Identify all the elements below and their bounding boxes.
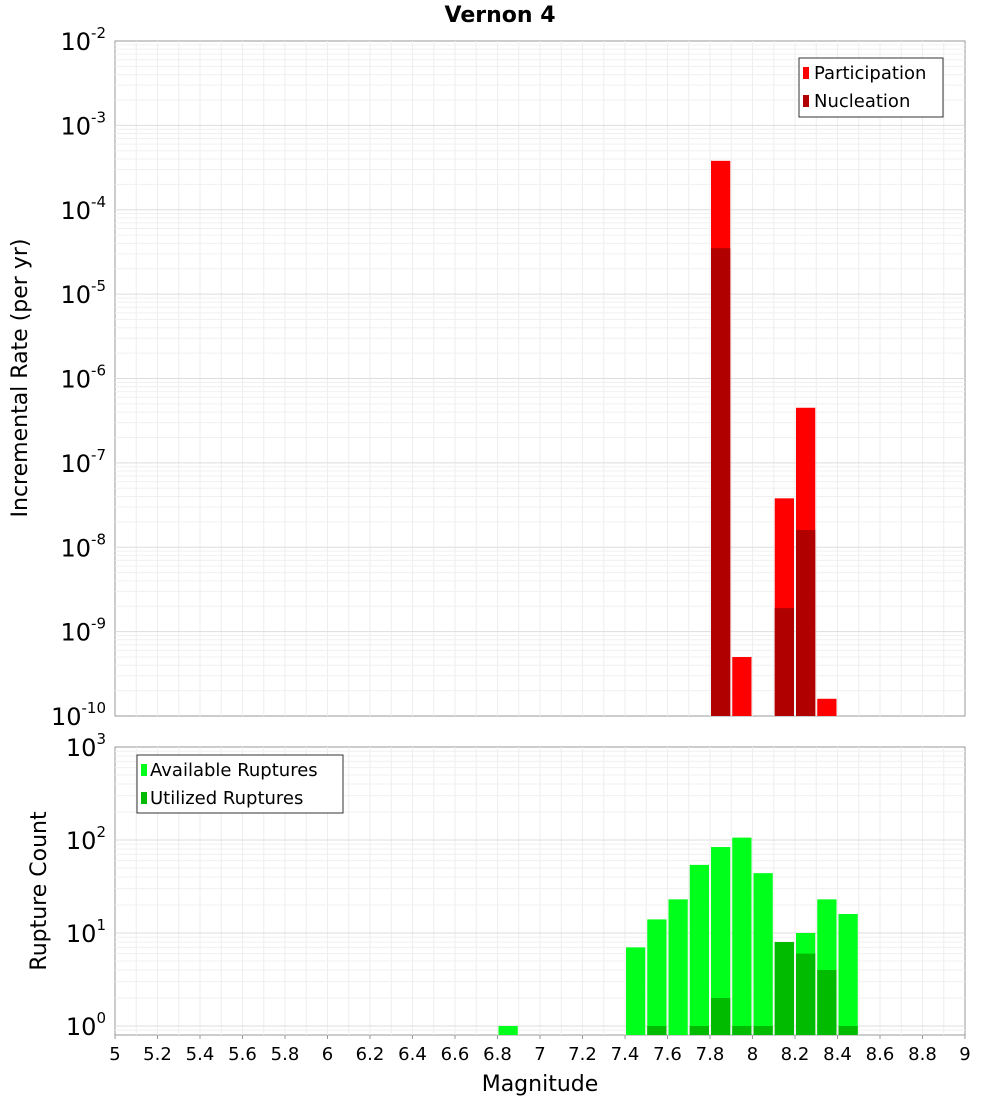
legend-label-available: Available Ruptures xyxy=(150,760,318,781)
x-tick-label: 6.2 xyxy=(356,1044,385,1065)
y-tick-label: 103 xyxy=(66,730,106,762)
bottom-bars xyxy=(498,837,858,1035)
bar-available-ruptures xyxy=(647,919,667,1035)
y-tick-label: 10-5 xyxy=(60,277,106,309)
top-legend-box xyxy=(798,57,944,118)
y-tick-label: 10-4 xyxy=(60,193,106,225)
y-tick-label: 10-3 xyxy=(60,108,106,140)
bar-available-ruptures xyxy=(838,914,858,1035)
x-tick-label: 5.6 xyxy=(228,1044,257,1065)
legend-swatch-utilized xyxy=(141,792,147,804)
bar-utilized-ruptures xyxy=(796,953,816,1035)
x-tick-label: 8.8 xyxy=(908,1044,937,1065)
bar-available-ruptures xyxy=(626,947,646,1035)
x-tick-label: 6.6 xyxy=(441,1044,470,1065)
y-tick-label: 100 xyxy=(66,1009,106,1041)
x-tick-label: 6 xyxy=(322,1044,333,1065)
bar-utilized-ruptures xyxy=(711,997,731,1035)
x-tick-label: 7.4 xyxy=(611,1044,640,1065)
x-tick-label: 5.4 xyxy=(186,1044,215,1065)
bottom-y-axis-label: Rupture Count xyxy=(27,811,52,971)
y-tick-label: 101 xyxy=(66,916,106,948)
y-tick-label: 10-2 xyxy=(60,24,106,56)
bar-utilized-ruptures xyxy=(732,1025,752,1035)
legend-label-utilized: Utilized Ruptures xyxy=(150,788,303,809)
bar-available-ruptures xyxy=(732,837,752,1035)
legend-swatch-participation xyxy=(803,67,809,79)
bar-available-ruptures xyxy=(689,864,709,1035)
x-tick-label: 8.6 xyxy=(866,1044,895,1065)
bottom-panel: 103 102 101 100 5 5.2 5.4 5.6 5.8 6 6.2 6.4 6.6 6.8 7… xyxy=(27,730,971,1097)
bar-utilized-ruptures xyxy=(647,1025,667,1035)
x-tick-labels: 5 5.2 5.4 5.6 5.8 6 6.2 6.4 6.6 6.8 7 7.2 7.4 7.6 7.8 8… xyxy=(109,1035,971,1065)
bar-utilized-ruptures xyxy=(817,969,837,1035)
x-tick-label: 8.2 xyxy=(781,1044,810,1065)
bar-utilized-ruptures xyxy=(838,1025,858,1035)
bottom-y-tick-labels: 103 102 101 100 xyxy=(66,730,106,1041)
y-tick-label: 10-10 xyxy=(51,699,106,731)
x-tick-label: 5.8 xyxy=(271,1044,300,1065)
bar-nucleation xyxy=(774,608,794,716)
x-tick-label: 9 xyxy=(959,1044,970,1065)
top-legend: Participation Nucleation xyxy=(798,57,944,118)
bar-utilized-ruptures xyxy=(753,1025,773,1035)
legend-swatch-nucleation xyxy=(803,95,809,107)
bar-available-ruptures xyxy=(498,1025,518,1035)
x-tick-label: 5.2 xyxy=(143,1044,172,1065)
top-bars xyxy=(711,160,837,717)
x-axis-label: Magnitude xyxy=(482,1072,599,1097)
y-tick-label: 10-8 xyxy=(60,530,106,562)
y-tick-label: 10-6 xyxy=(60,362,106,394)
bottom-legend-box xyxy=(136,754,344,814)
chart-title: Vernon 4 xyxy=(445,3,556,28)
bar-available-ruptures xyxy=(668,899,688,1035)
bar-nucleation xyxy=(796,530,816,716)
y-tick-label: 10-9 xyxy=(60,615,106,647)
x-tick-label: 8 xyxy=(747,1044,758,1065)
x-tick-label: 6.4 xyxy=(398,1044,427,1065)
top-panel: 10-2 10-3 10-4 10-5 10-6 10-7 10-8 10-9 10-10 In… xyxy=(8,24,966,731)
y-tick-label: 102 xyxy=(66,823,106,855)
bar-available-ruptures xyxy=(753,873,773,1035)
legend-label-participation: Participation xyxy=(814,63,926,84)
top-gridlines xyxy=(115,41,965,716)
bar-available-ruptures xyxy=(711,847,731,1035)
bar-utilized-ruptures xyxy=(774,942,794,1035)
x-tick-label: 7.6 xyxy=(653,1044,682,1065)
legend-swatch-available xyxy=(141,764,147,776)
x-tick-label: 8.4 xyxy=(823,1044,852,1065)
x-tick-label: 5 xyxy=(109,1044,120,1065)
bar-participation xyxy=(732,657,752,716)
x-tick-label: 7.2 xyxy=(568,1044,597,1065)
legend-label-nucleation: Nucleation xyxy=(814,91,910,112)
x-tick-label: 6.8 xyxy=(483,1044,512,1065)
y-tick-label: 10-7 xyxy=(60,446,106,478)
bar-nucleation xyxy=(711,248,731,717)
bar-participation xyxy=(817,698,837,716)
top-y-axis-label: Incremental Rate (per yr) xyxy=(8,239,33,518)
bottom-legend: Available Ruptures Utilized Ruptures xyxy=(136,754,344,814)
x-tick-label: 7.8 xyxy=(696,1044,725,1065)
bar-utilized-ruptures xyxy=(689,1025,709,1035)
top-y-tick-labels: 10-2 10-3 10-4 10-5 10-6 10-7 10-8 10-9 10-10 xyxy=(51,24,106,731)
x-tick-label: 7 xyxy=(534,1044,545,1065)
